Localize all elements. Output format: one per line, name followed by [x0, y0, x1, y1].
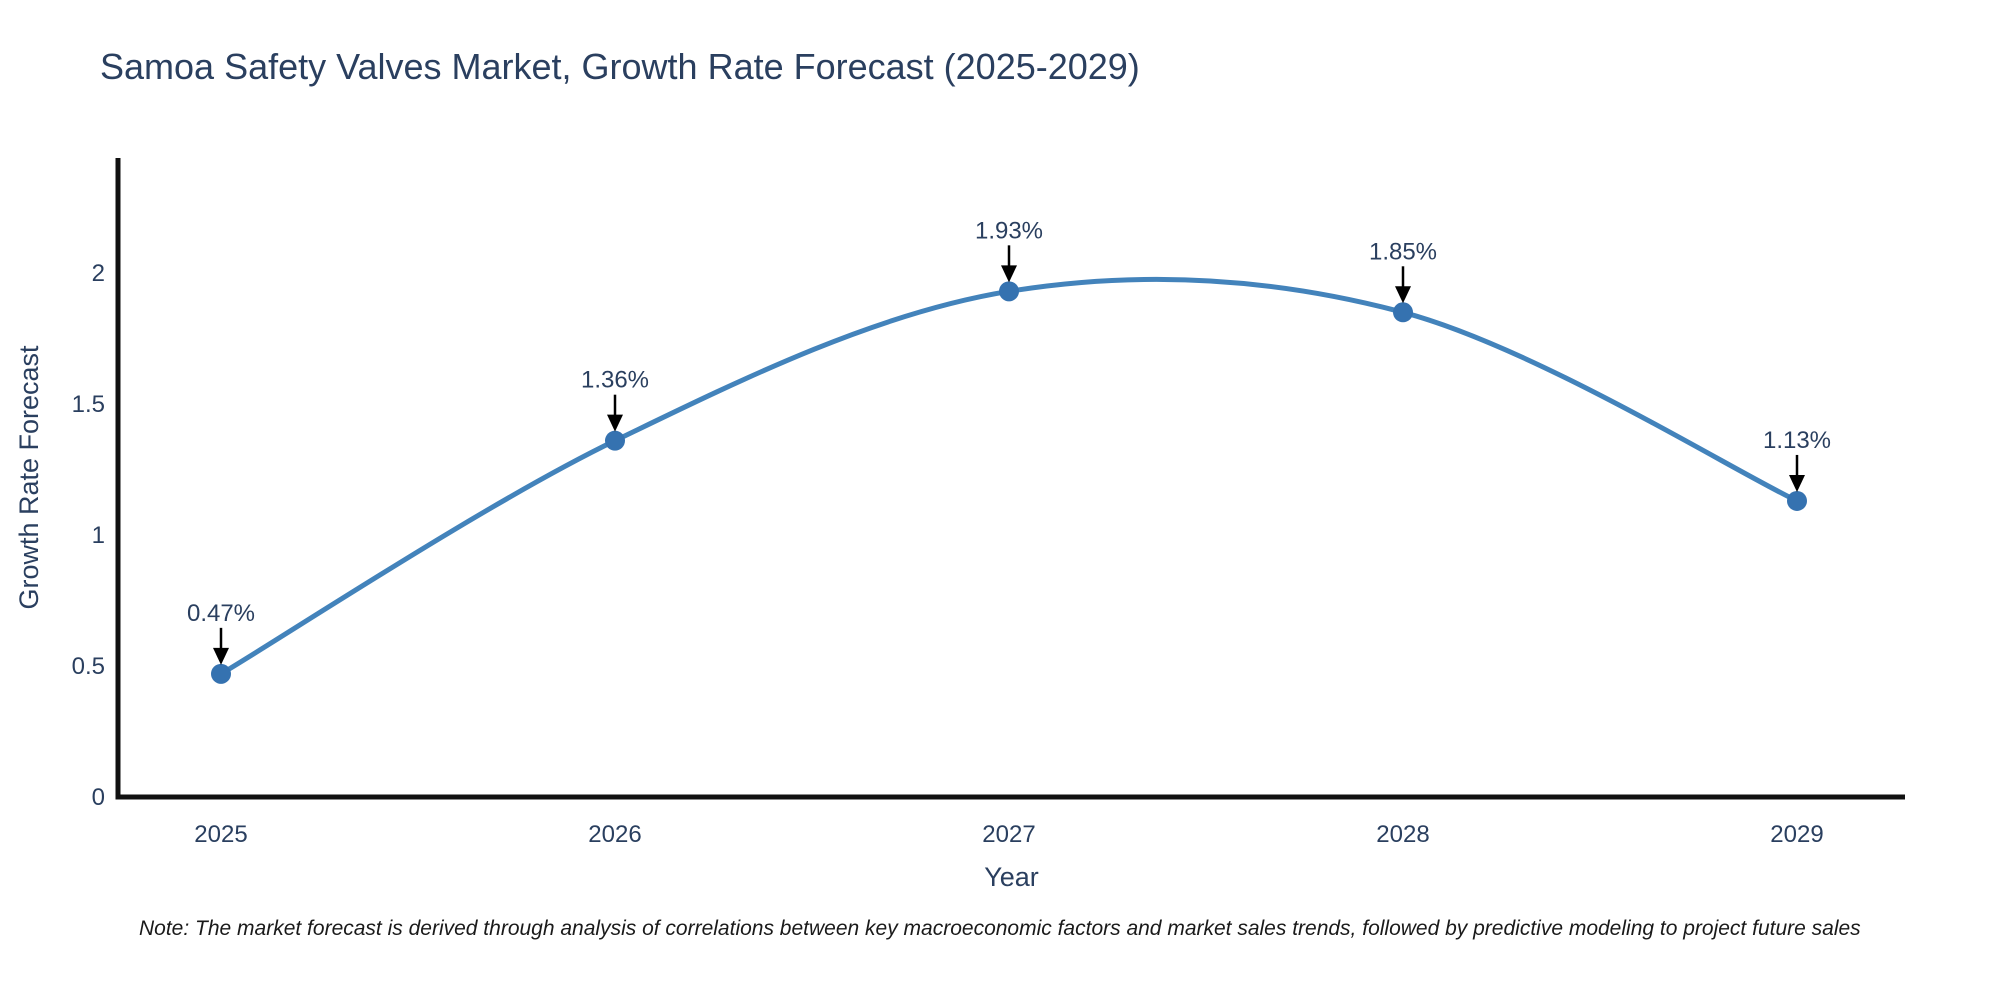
data-point-label: 0.47% [187, 600, 255, 627]
data-point-2027[interactable] [999, 281, 1019, 302]
x-tick-label: 2025 [194, 821, 247, 848]
data-point-2025[interactable] [211, 663, 231, 684]
annotation-arrowhead-icon [1395, 286, 1411, 304]
x-tick-label: 2028 [1376, 821, 1429, 848]
data-point-2028[interactable] [1393, 302, 1413, 323]
data-point-2029[interactable] [1787, 490, 1807, 511]
forecast-line [218, 276, 1800, 677]
annotation-arrowhead-icon [213, 647, 229, 665]
annotation-arrowhead-icon [607, 414, 623, 432]
annotation-arrowhead-icon [1001, 265, 1017, 283]
x-axis-title: Year [984, 862, 1039, 892]
data-point-label: 1.93% [975, 217, 1043, 244]
chart-title: Samoa Safety Valves Market, Growth Rate … [100, 46, 1140, 87]
annotation-arrowhead-icon [1789, 474, 1805, 492]
chart-footnote: Note: The market forecast is derived thr… [139, 917, 1861, 940]
x-tick-label: 2027 [982, 821, 1035, 848]
x-tick-label: 2029 [1770, 821, 1823, 848]
y-tick-label: 0 [92, 784, 105, 811]
data-point-label: 1.85% [1369, 238, 1437, 265]
data-point-2026[interactable] [605, 430, 625, 451]
y-axis-title: Growth Rate Forecast [14, 345, 44, 610]
y-tick-label: 1 [92, 522, 105, 549]
y-tick-label: 0.5 [72, 653, 105, 680]
y-tick-label: 1.5 [72, 391, 105, 418]
x-tick-label: 2026 [588, 821, 641, 848]
data-point-label: 1.36% [581, 367, 649, 394]
y-tick-label: 2 [92, 260, 105, 287]
data-point-label: 1.13% [1763, 427, 1831, 454]
